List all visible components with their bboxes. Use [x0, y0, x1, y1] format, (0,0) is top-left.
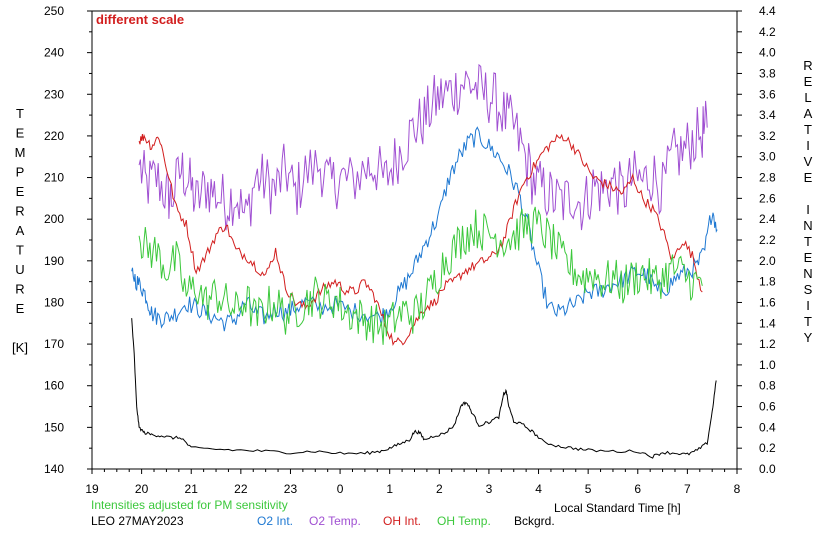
right-tick-label: 3.6 [759, 87, 776, 101]
right-label-letter: I [806, 202, 810, 217]
left-tick-label: 180 [44, 295, 64, 309]
x-tick-label: 20 [135, 482, 149, 496]
right-label-letter: Y [804, 330, 813, 345]
right-label-letter: N [803, 266, 812, 281]
right-label-letter: A [804, 106, 813, 121]
right-label-letter: V [804, 154, 813, 169]
right-tick-label: 4.0 [759, 46, 776, 60]
x-tick-label: 6 [634, 482, 641, 496]
right-label-letter: T [804, 314, 812, 329]
x-tick-label: 8 [734, 482, 741, 496]
right-tick-label: 3.4 [759, 108, 776, 122]
legend-entry: OH Int. [383, 514, 421, 528]
right-label-letter: I [806, 298, 810, 313]
left-label-letter: A [16, 223, 25, 238]
right-tick-label: 0.4 [759, 420, 776, 434]
left-label-letter: R [15, 204, 24, 219]
right-tick-label: 0.6 [759, 400, 776, 414]
station-date: LEO 27MAY2023 [91, 514, 184, 528]
right-tick-label: 1.2 [759, 337, 776, 351]
legend: O2 Int. O2 Temp. OH Int. OH Temp. Bckgrd. [257, 514, 555, 528]
right-tick-label: 2.0 [759, 254, 776, 268]
left-label-letter: E [16, 126, 25, 141]
right-tick-label: 2.4 [759, 212, 776, 226]
left-label-letter: P [16, 165, 25, 180]
left-tick-label: 240 [44, 46, 64, 60]
left-label-letter: M [15, 145, 26, 160]
right-tick-label: 0.8 [759, 379, 776, 393]
right-tick-label: 1.4 [759, 316, 776, 330]
bottom-axis: 19 20 21 22 23 0 1 2 3 4 5 6 7 8 [85, 469, 741, 496]
x-tick-label: 21 [185, 482, 199, 496]
series-line-o2-int [131, 126, 718, 332]
left-tick-label: 170 [44, 337, 64, 351]
x-tick-label: 3 [486, 482, 493, 496]
right-label-letter: T [804, 234, 812, 249]
right-tick-label: 3.0 [759, 150, 776, 164]
legend-entry: OH Temp. [437, 514, 491, 528]
left-label-letter: R [15, 282, 24, 297]
right-tick-label: 0.2 [759, 441, 776, 455]
left-tick-label: 150 [44, 420, 64, 434]
left-tick-label: 140 [44, 462, 64, 476]
right-tick-label: 3.8 [759, 66, 776, 80]
right-tick-label: 4.4 [759, 4, 776, 18]
left-label-letter: T [16, 106, 24, 121]
left-tick-label: 190 [44, 254, 64, 268]
right-tick-label: 1.8 [759, 275, 776, 289]
series-line-bckgrd [131, 318, 717, 459]
right-label-letter: E [804, 74, 813, 89]
right-label-letter: R [803, 58, 812, 73]
legend-entry: O2 Temp. [309, 514, 361, 528]
x-tick-label: 4 [535, 482, 542, 496]
series-line-o2-temp [138, 63, 708, 231]
left-tick-label: 220 [44, 129, 64, 143]
left-label-letter: E [16, 184, 25, 199]
left-label-letter: E [16, 301, 25, 316]
x-tick-label: 2 [436, 482, 443, 496]
right-label-letter: E [804, 170, 813, 185]
x-tick-label: 1 [386, 482, 393, 496]
x-axis-label: Local Standard Time [h] [554, 501, 681, 515]
x-tick-label: 23 [284, 482, 298, 496]
x-tick-label: 7 [684, 482, 691, 496]
right-tick-label: 1.6 [759, 295, 776, 309]
right-label-letter: S [804, 282, 813, 297]
left-label-letter: [K] [12, 340, 28, 355]
x-tick-label: 19 [85, 482, 99, 496]
left-tick-label: 250 [44, 4, 64, 18]
left-label-letter: U [15, 262, 24, 277]
right-label-letter: E [804, 250, 813, 265]
x-tick-label: 5 [585, 482, 592, 496]
right-label-letter: I [806, 138, 810, 153]
right-tick-label: 4.2 [759, 25, 776, 39]
right-axis: 0.0 0.2 0.4 0.6 0.8 1.0 1.2 1.4 1.6 1.8 2.0 2.2 2.4 2… [737, 4, 776, 476]
right-tick-label: 2.2 [759, 233, 776, 247]
left-tick-label: 230 [44, 87, 64, 101]
right-tick-label: 1.0 [759, 358, 776, 372]
right-tick-label: 3.2 [759, 129, 776, 143]
scale-note: different scale [96, 12, 184, 27]
x-tick-label: 22 [234, 482, 248, 496]
right-tick-label: 2.8 [759, 171, 776, 185]
left-tick-label: 210 [44, 171, 64, 185]
x-tick-label: 0 [337, 482, 344, 496]
right-tick-label: 2.6 [759, 191, 776, 205]
right-label-letter: N [803, 218, 812, 233]
left-axis: 140 150 160 170 180 190 200 210 220 230 240 250 [44, 4, 92, 476]
series-line-oh-int [138, 133, 703, 347]
legend-entry: Bckgrd. [514, 514, 555, 528]
right-label-letter: L [804, 90, 811, 105]
right-tick-label: 0.0 [759, 462, 776, 476]
right-label-letter: T [804, 122, 812, 137]
series-line-oh-temp [138, 206, 703, 345]
legend-entry: O2 Int. [257, 514, 293, 528]
left-tick-label: 160 [44, 379, 64, 393]
pm-sensitivity-note: Intensities adjusted for PM sensitivity [91, 498, 288, 512]
left-tick-label: 200 [44, 212, 64, 226]
left-label-letter: T [16, 243, 24, 258]
